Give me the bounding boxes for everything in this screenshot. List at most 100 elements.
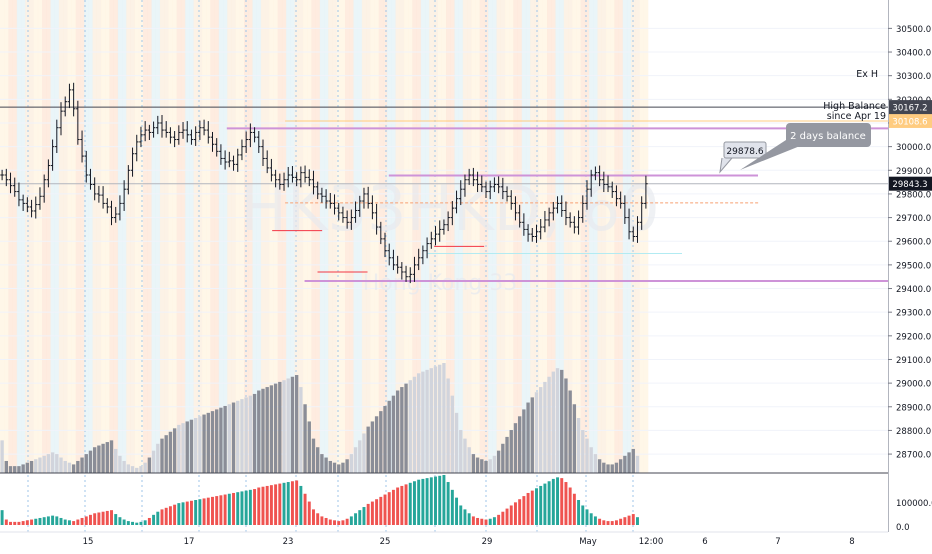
price-tick-label: 29400.0 <box>896 285 931 295</box>
session-band <box>298 0 304 473</box>
level-annotation: since Apr 19 <box>827 111 886 122</box>
oscillator-bar <box>253 489 257 525</box>
price-axis[interactable]: 30500.030400.030300.030200.030100.030000… <box>888 25 932 461</box>
price-tick-label: 29500.0 <box>896 261 931 271</box>
volume-bar <box>560 369 564 473</box>
volume-bar <box>303 404 307 473</box>
session-band <box>424 0 430 473</box>
session-band <box>500 0 506 473</box>
time-tick-label: 23 <box>283 537 294 547</box>
volume-bar <box>627 452 631 473</box>
oscillator-bar <box>67 520 71 525</box>
session-band <box>408 0 413 473</box>
volume-bar <box>589 447 593 473</box>
volume-bars <box>0 363 640 473</box>
volume-bar <box>387 400 391 473</box>
session-band <box>96 0 102 473</box>
session-band <box>513 0 518 473</box>
oscillator-bar <box>274 484 278 525</box>
volume-bar <box>97 445 101 473</box>
oscillator-bar <box>530 490 534 525</box>
oscillator-bar <box>606 521 610 525</box>
oscillator-bar <box>173 504 177 525</box>
oscillator-bar <box>535 488 538 525</box>
volume-bar <box>374 416 379 473</box>
callout-price[interactable]: 29878.6 <box>719 141 767 174</box>
session-band <box>122 0 127 473</box>
session-band <box>471 0 476 473</box>
volume-bar <box>425 369 429 473</box>
oscillator-bar <box>93 513 97 525</box>
oscillator-bar <box>189 500 193 525</box>
session-band <box>357 0 363 473</box>
volume-bar <box>206 412 210 473</box>
volume-bar <box>576 418 581 473</box>
session-band <box>4 0 9 473</box>
session-band <box>189 0 194 473</box>
time-tick-label: 15 <box>83 537 94 547</box>
oscillator-bar <box>227 493 231 525</box>
volume-bar <box>459 430 463 473</box>
session-band <box>239 0 245 473</box>
oscillator-bar <box>160 509 164 525</box>
oscillator-bar <box>425 478 429 525</box>
volume-bar <box>84 454 88 473</box>
session-band <box>155 0 161 473</box>
session-band <box>420 0 426 473</box>
oscillator-bar <box>25 520 29 525</box>
oscillator-bar <box>434 476 437 525</box>
session-band <box>151 0 156 473</box>
session-band <box>340 0 346 473</box>
oscillator-bar <box>17 521 21 525</box>
volume-bar <box>564 378 568 473</box>
oscillator-bar <box>513 502 517 525</box>
session-band <box>387 0 392 473</box>
oscillator-bar <box>72 521 76 525</box>
time-axis[interactable]: 15 17 23 25 29 May 12:00 6 7 8 <box>83 537 855 547</box>
price-label-text: 29843.3 <box>892 180 927 190</box>
volume-bar <box>324 457 328 473</box>
session-band <box>328 0 333 473</box>
volume-bar <box>13 466 17 473</box>
volume-bar <box>446 378 450 473</box>
oscillator-bar <box>417 479 421 525</box>
volume-bar <box>311 438 316 473</box>
session-band <box>50 0 56 473</box>
session-band <box>462 0 468 473</box>
volume-bar <box>316 447 320 473</box>
session-band <box>458 0 464 473</box>
oscillator-bar <box>408 482 412 525</box>
volume-bar <box>290 376 295 473</box>
volume-bar <box>46 454 51 473</box>
oscillator-bar <box>333 520 336 525</box>
time-tick-label: 8 <box>849 537 854 547</box>
oscillator-bar <box>295 480 299 525</box>
volume-bar <box>463 438 467 473</box>
volume-bar <box>185 421 189 473</box>
callout-balance[interactable]: 2 days balance <box>740 123 871 170</box>
volume-bar <box>4 460 8 473</box>
session-band <box>176 0 182 473</box>
volume-bar <box>231 402 236 473</box>
volume-bar <box>539 387 543 473</box>
session-band <box>559 0 565 473</box>
horizontal-levels[interactable] <box>0 106 888 282</box>
oscillator-bar <box>581 505 585 525</box>
volume-bar <box>215 409 219 473</box>
oscillator-bar <box>316 513 320 525</box>
time-tick-label: 17 <box>184 537 195 547</box>
volume-bar <box>240 399 244 473</box>
callout-price-text: 29878.6 <box>726 147 763 157</box>
session-band <box>265 0 270 473</box>
oscillator-bar <box>560 478 564 525</box>
price-label-text: 30108.6 <box>892 117 927 127</box>
session-band <box>597 0 603 473</box>
volume-bar <box>522 409 526 473</box>
session-band <box>248 0 253 473</box>
oscillator-bar <box>261 486 265 525</box>
oscillator-bar <box>219 495 223 525</box>
volume-bar <box>278 381 282 473</box>
volume-bar <box>193 418 198 473</box>
